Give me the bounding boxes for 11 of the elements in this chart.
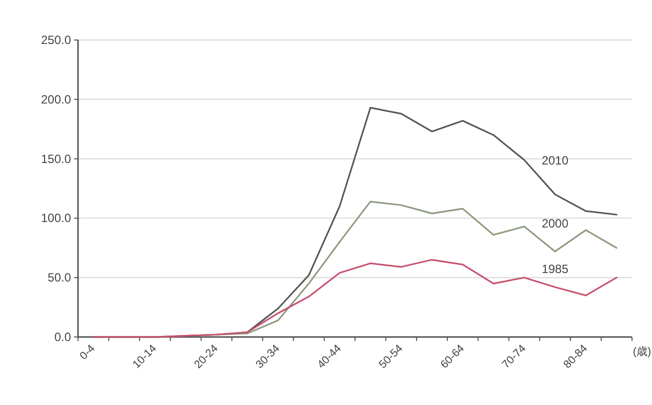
y-tick-label: 200.0	[40, 92, 72, 106]
y-tick-label: 100.0	[40, 211, 72, 226]
x-tick-label: 0-4	[78, 342, 98, 362]
y-tick-label: 0.0	[54, 330, 72, 344]
y-tick-label: 150.0	[40, 152, 72, 166]
x-axis-title: (歳)	[632, 345, 652, 358]
series-label: 2000	[542, 216, 569, 230]
series-label: 1985	[542, 262, 569, 276]
y-tick-label: 250.0	[40, 33, 72, 47]
y-tick-label: 50.0	[48, 270, 72, 285]
series-label: 2010	[542, 153, 569, 168]
